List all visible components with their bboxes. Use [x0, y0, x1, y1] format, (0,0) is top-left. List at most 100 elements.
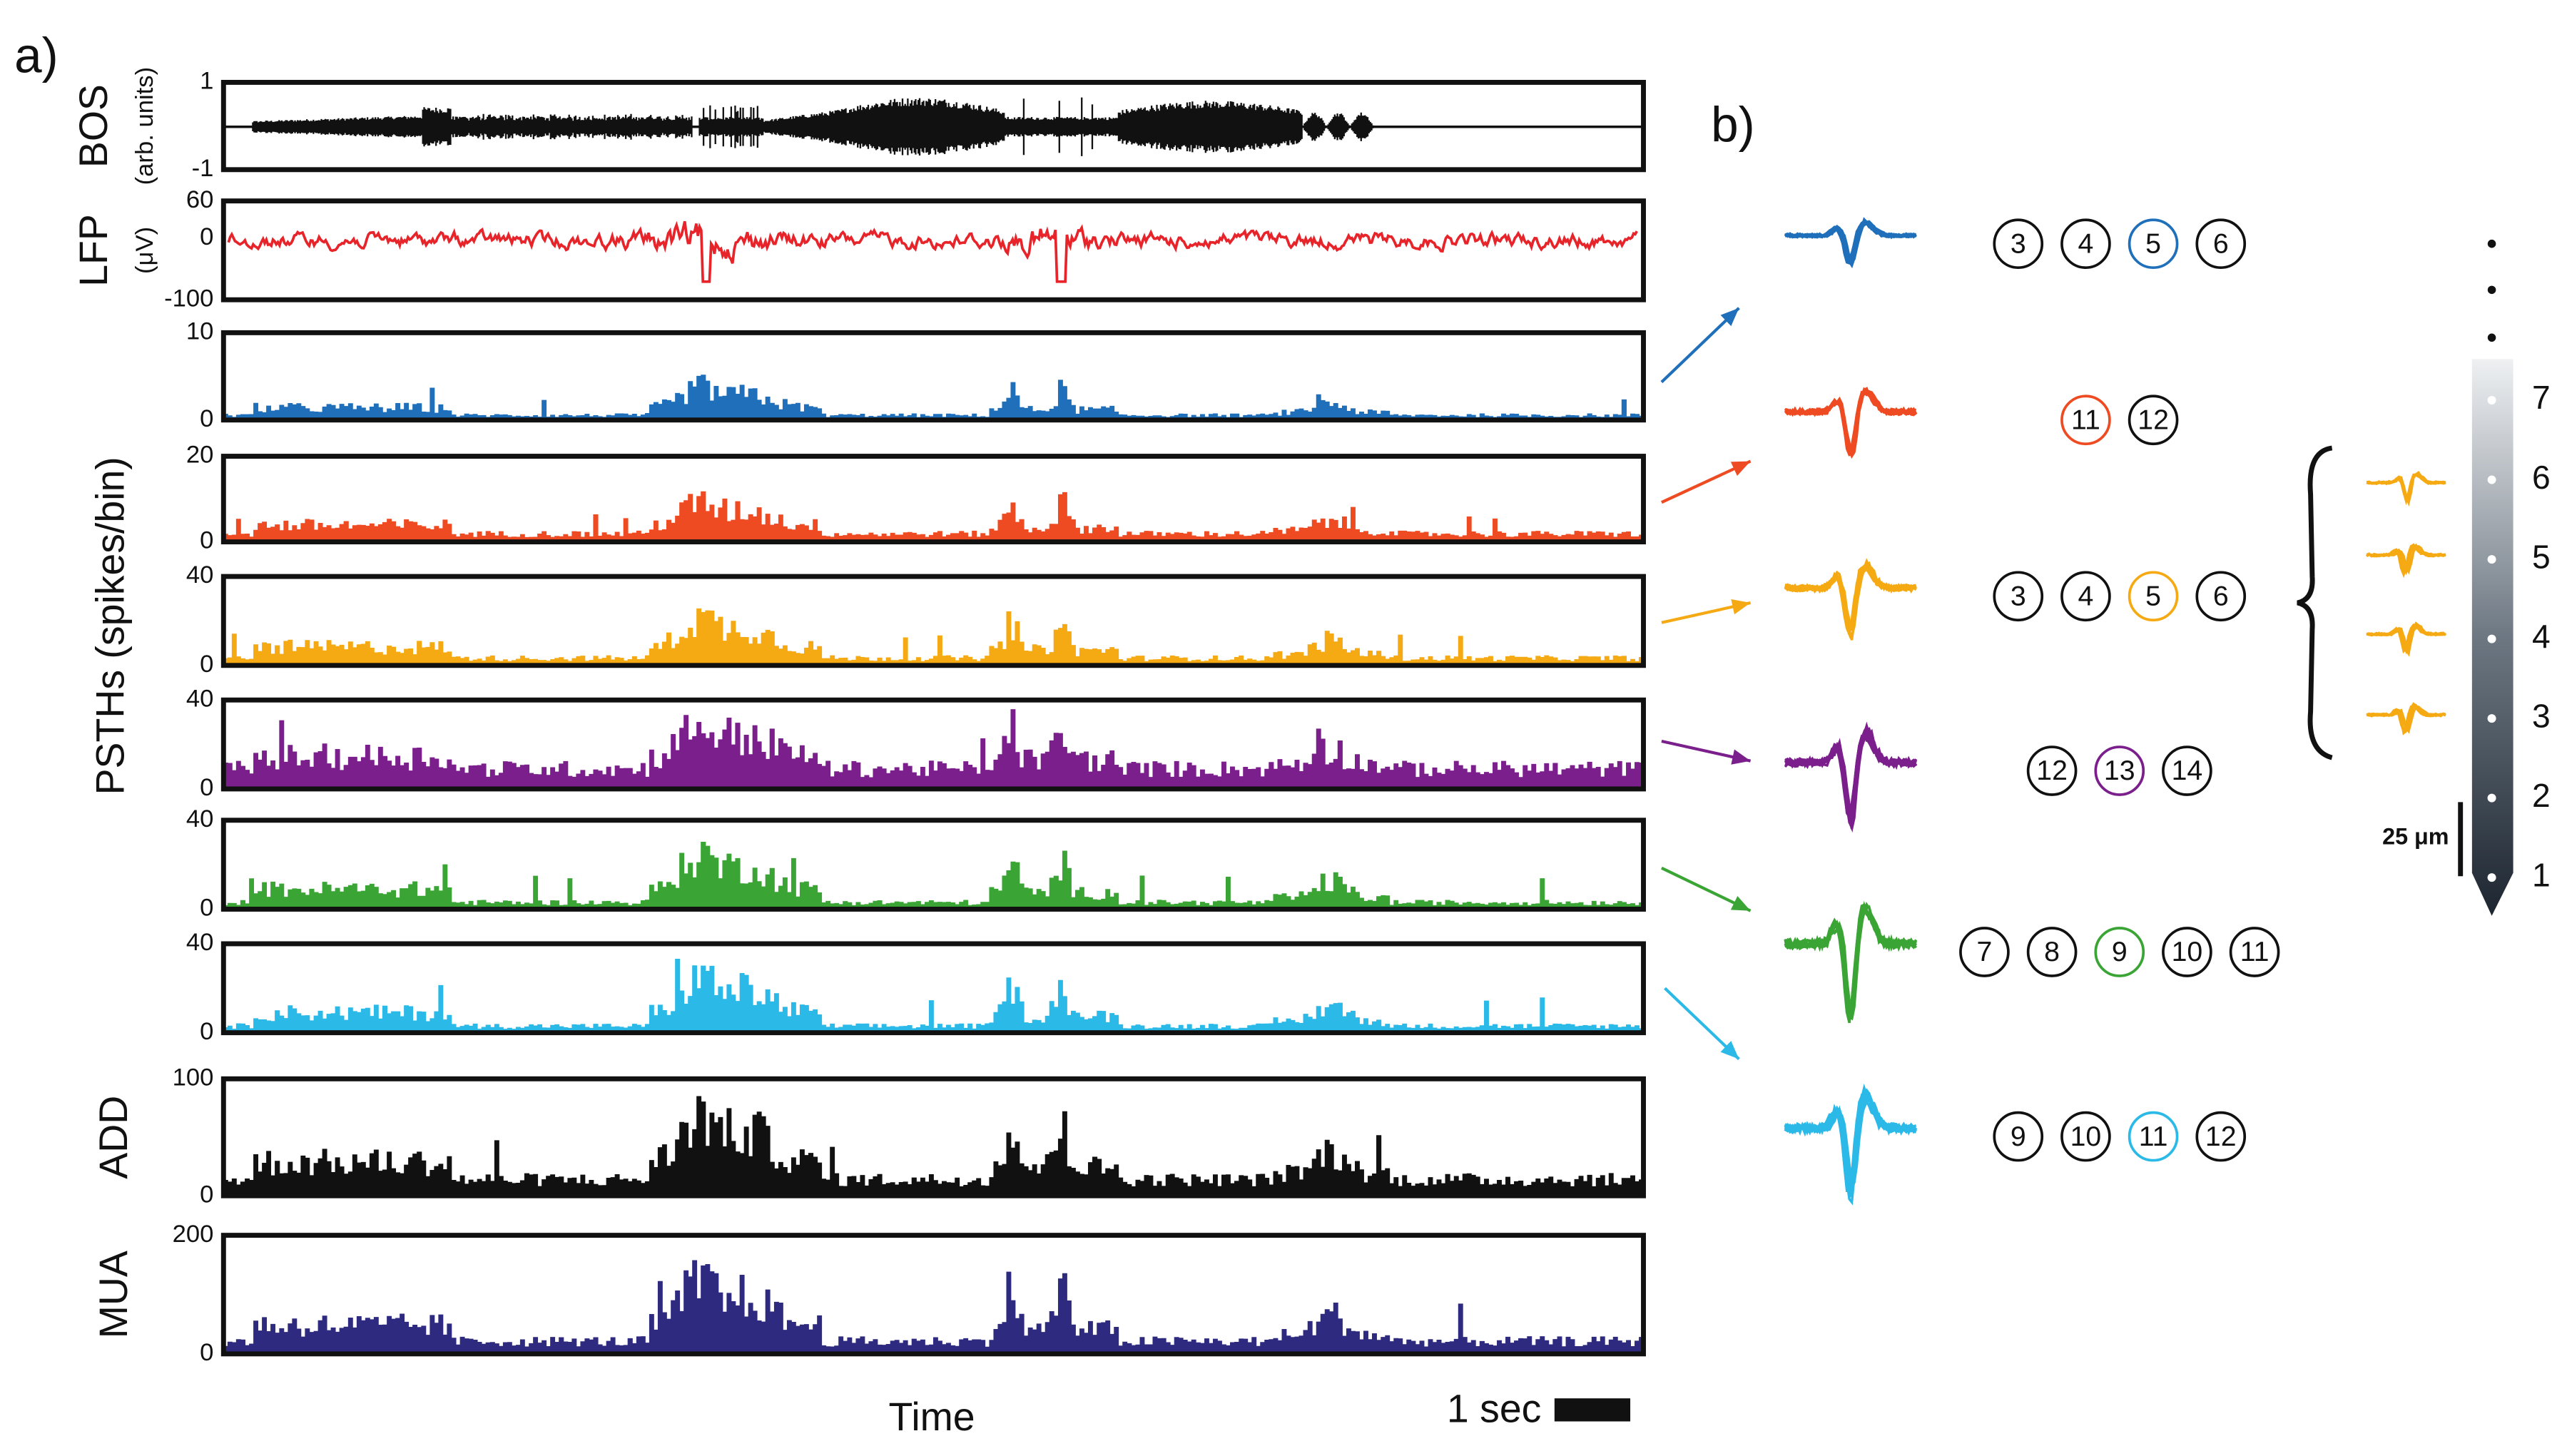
spike-waveform [1784, 731, 1918, 823]
panel-label: a) [14, 27, 59, 83]
histogram [223, 842, 1644, 910]
y-tick-label: 0 [200, 527, 213, 554]
spike-waveform [1784, 728, 1917, 823]
electrode [2487, 873, 2496, 882]
spike-waveform [1784, 222, 1917, 260]
spike-waveform [2366, 702, 2446, 735]
arrow-head [1730, 896, 1751, 911]
channel-circle [2026, 745, 2078, 796]
electrode [2487, 396, 2496, 405]
y-tick-label: 0 [200, 651, 213, 678]
row-unit: (arb. units) [131, 67, 158, 185]
spike-waveform [1784, 387, 1917, 455]
channel-circle [2060, 218, 2111, 270]
axes-frame [220, 330, 1646, 423]
spike-waveform [1784, 391, 1916, 457]
y-tick-label: -100 [164, 285, 213, 312]
channel-circle [2060, 394, 2111, 446]
channel-number: 11 [2139, 1121, 2168, 1152]
dot [2487, 239, 2496, 248]
axes-frame [220, 454, 1646, 545]
y-tick-label: 0 [200, 1339, 213, 1366]
y-tick-label: 40 [186, 685, 214, 712]
y-tick-label: 0 [200, 1018, 213, 1045]
channel-circle [2195, 218, 2247, 270]
electrode-label: 4 [2532, 618, 2551, 655]
channel-circle [2060, 1111, 2111, 1162]
y-label: PSTHs (spikes/bin) [88, 457, 132, 795]
row-label: BOS [71, 84, 116, 168]
channel-circle [2128, 394, 2179, 446]
channel-circle [1959, 927, 2010, 977]
axes-frame [220, 198, 1646, 302]
channel-number: 12 [2036, 755, 2068, 786]
y-tick-label: 40 [186, 805, 214, 833]
spike-waveform [2366, 546, 2446, 573]
x-label: Time [889, 1395, 975, 1439]
channel-number: 11 [2240, 936, 2269, 967]
channel-number: 3 [2011, 228, 2026, 259]
axes-frame [220, 79, 1646, 173]
channel-number: 9 [2112, 936, 2128, 967]
row-label: ADD [91, 1096, 136, 1179]
channel-number: 14 [2172, 755, 2203, 786]
y-tick-label: 200 [173, 1221, 214, 1248]
channel-circle [2195, 571, 2247, 622]
y-tick-label: 1 [200, 68, 213, 95]
arrow-head [1730, 461, 1751, 477]
spike-waveform [1784, 391, 1918, 452]
channel-number: 8 [2044, 936, 2060, 967]
electrode-label: 5 [2532, 538, 2551, 575]
channel-circle [1993, 218, 2044, 270]
y-tick-label: 0 [200, 895, 213, 922]
channel-number: 4 [2078, 228, 2094, 259]
channel-number: 6 [2213, 228, 2229, 259]
arrow-head [1731, 599, 1751, 615]
arrow-head [1731, 749, 1751, 765]
sound-trace [252, 97, 1374, 156]
row-unit: (μV) [131, 227, 158, 274]
electrode-label: 2 [2532, 777, 2551, 814]
scale-bar [1554, 1398, 1631, 1422]
spike-waveform [1784, 1094, 1917, 1198]
spike-waveform [1784, 223, 1916, 264]
spike-waveform [1784, 907, 1918, 1008]
spike-waveform [1784, 217, 1916, 269]
channel-number: 10 [2172, 936, 2203, 967]
histogram [223, 608, 1644, 666]
y-tick-label: 20 [186, 442, 214, 469]
channel-circle [2094, 745, 2145, 796]
axes-frame [220, 574, 1646, 668]
channel-number: 5 [2145, 228, 2161, 259]
arrow-head [1720, 1041, 1739, 1059]
channel-number: 12 [2205, 1121, 2237, 1152]
channel-circle [2094, 927, 2145, 977]
spike-waveform [1784, 566, 1917, 630]
electrode-label: 3 [2532, 697, 2551, 734]
scale-bar-label: 25 μm [2382, 824, 2449, 850]
histogram [223, 1096, 1644, 1196]
channel-circle [2128, 1111, 2179, 1162]
axes-frame [220, 697, 1646, 792]
channel-circle [2060, 571, 2111, 622]
row-label: LFP [71, 214, 116, 287]
spike-waveform [1784, 565, 1917, 631]
y-tick-label: 0 [200, 1181, 213, 1208]
channel-circle [2229, 927, 2280, 977]
electrode [2487, 475, 2496, 484]
electrode [2487, 555, 2496, 564]
spike-waveform [1784, 1093, 1917, 1194]
channel-circle [2195, 1111, 2247, 1162]
y-tick-label: 60 [186, 186, 214, 213]
histogram [223, 958, 1644, 1034]
channel-number: 13 [2104, 755, 2135, 786]
dot [2487, 333, 2496, 342]
y-tick-label: 0 [200, 223, 213, 250]
spike-waveform [1784, 1095, 1917, 1188]
spike-waveform [1784, 1088, 1917, 1199]
channel-circle [1993, 571, 2044, 622]
y-tick-label: 100 [173, 1064, 214, 1091]
channel-number: 4 [2078, 580, 2094, 611]
histogram [223, 491, 1644, 543]
